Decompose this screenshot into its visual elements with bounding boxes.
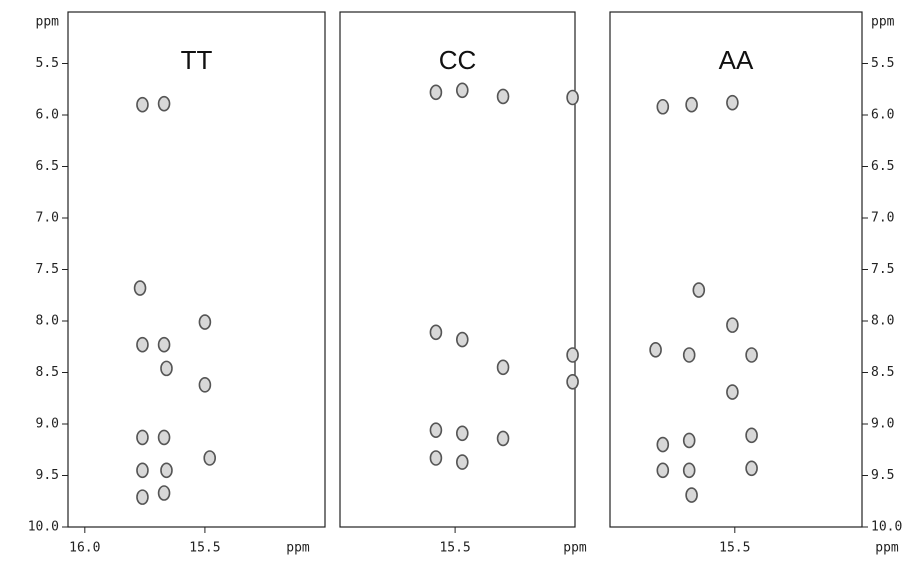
y-tick-label: 5.5 bbox=[871, 56, 894, 71]
peak-contour bbox=[496, 430, 510, 447]
panel-title: TT bbox=[181, 45, 213, 75]
peak-contour bbox=[656, 98, 670, 115]
peak-contour bbox=[429, 422, 443, 438]
peak-contour bbox=[685, 96, 698, 113]
y-tick-label: 8.5 bbox=[871, 365, 894, 380]
peak-contour bbox=[649, 342, 662, 358]
peak-contour bbox=[496, 359, 510, 376]
peak-contour bbox=[692, 282, 706, 298]
panel-frame bbox=[339, 11, 576, 528]
y-axis-label: ppm bbox=[871, 15, 895, 30]
peak-contour bbox=[136, 429, 149, 446]
peak-contour bbox=[157, 429, 171, 446]
peak-contour bbox=[566, 347, 579, 363]
x-axis-label: ppm bbox=[286, 541, 310, 556]
peak-contour bbox=[745, 427, 758, 444]
peak-contour bbox=[455, 425, 469, 442]
peak-contour bbox=[136, 96, 149, 113]
y-tick-label: 10.0 bbox=[28, 520, 59, 535]
x-tick-label: 15.5 bbox=[719, 541, 750, 556]
y-tick-label: 5.5 bbox=[36, 56, 59, 71]
peak-contour bbox=[133, 280, 147, 296]
peak-contour bbox=[656, 436, 670, 453]
y-tick-label: 8.0 bbox=[36, 314, 59, 329]
y-tick-label: 6.5 bbox=[36, 159, 59, 174]
y-tick-label: 9.0 bbox=[871, 417, 894, 432]
y-tick-label: 8.0 bbox=[871, 314, 894, 329]
peak-contour bbox=[726, 94, 739, 111]
y-tick-label: 10.0 bbox=[871, 520, 902, 535]
peak-contour bbox=[429, 84, 443, 101]
panel-frame bbox=[609, 11, 863, 528]
peak-contour bbox=[682, 462, 696, 479]
peak-contour bbox=[136, 336, 149, 353]
peak-contour bbox=[157, 336, 171, 353]
peak-contour bbox=[455, 454, 469, 470]
peak-contour bbox=[136, 462, 149, 479]
panel-title: CC bbox=[439, 45, 477, 75]
panel-frame bbox=[67, 11, 326, 528]
peak-contour bbox=[682, 432, 696, 449]
y-tick-label: 9.0 bbox=[36, 417, 59, 432]
peak-contour bbox=[745, 460, 758, 477]
y-tick-label: 7.5 bbox=[871, 262, 894, 277]
x-tick-label: 16.0 bbox=[69, 541, 100, 556]
y-tick-label: 9.5 bbox=[871, 468, 894, 483]
y-tick-label: 6.5 bbox=[871, 159, 894, 174]
y-tick-label: 8.5 bbox=[36, 365, 59, 380]
peak-contour bbox=[726, 384, 739, 400]
peak-contour bbox=[198, 377, 212, 393]
peak-contour bbox=[429, 450, 443, 466]
peak-contour bbox=[429, 324, 443, 341]
peak-contour bbox=[685, 487, 698, 503]
peak-contour bbox=[566, 89, 579, 106]
peak-contour bbox=[203, 450, 217, 466]
peak-contour bbox=[198, 314, 212, 330]
y-tick-label: 7.5 bbox=[36, 262, 59, 277]
peak-contour bbox=[136, 489, 149, 505]
peak-contour bbox=[455, 331, 469, 348]
x-tick-label: 15.5 bbox=[439, 541, 470, 556]
x-axis-label: ppm bbox=[875, 541, 899, 556]
x-tick-label: 15.5 bbox=[189, 541, 220, 556]
y-axis-label: ppm bbox=[36, 15, 60, 30]
peak-contour bbox=[496, 88, 510, 105]
peak-contour bbox=[726, 317, 739, 333]
y-tick-label: 7.0 bbox=[871, 211, 894, 226]
y-tick-label: 6.0 bbox=[36, 108, 59, 123]
peak-contour bbox=[656, 462, 670, 479]
panel-title: AA bbox=[719, 45, 754, 75]
peak-contour bbox=[455, 82, 469, 99]
peak-contour bbox=[160, 360, 173, 377]
peak-contour bbox=[160, 462, 173, 479]
peak-contour bbox=[566, 373, 579, 390]
x-axis-label: ppm bbox=[563, 541, 587, 556]
y-tick-label: 7.0 bbox=[36, 211, 59, 226]
y-tick-label: 9.5 bbox=[36, 468, 59, 483]
peak-contour bbox=[682, 347, 696, 363]
y-tick-label: 6.0 bbox=[871, 108, 894, 123]
peak-contour bbox=[157, 95, 171, 112]
peak-contour bbox=[157, 485, 171, 501]
peak-contour bbox=[745, 347, 758, 363]
